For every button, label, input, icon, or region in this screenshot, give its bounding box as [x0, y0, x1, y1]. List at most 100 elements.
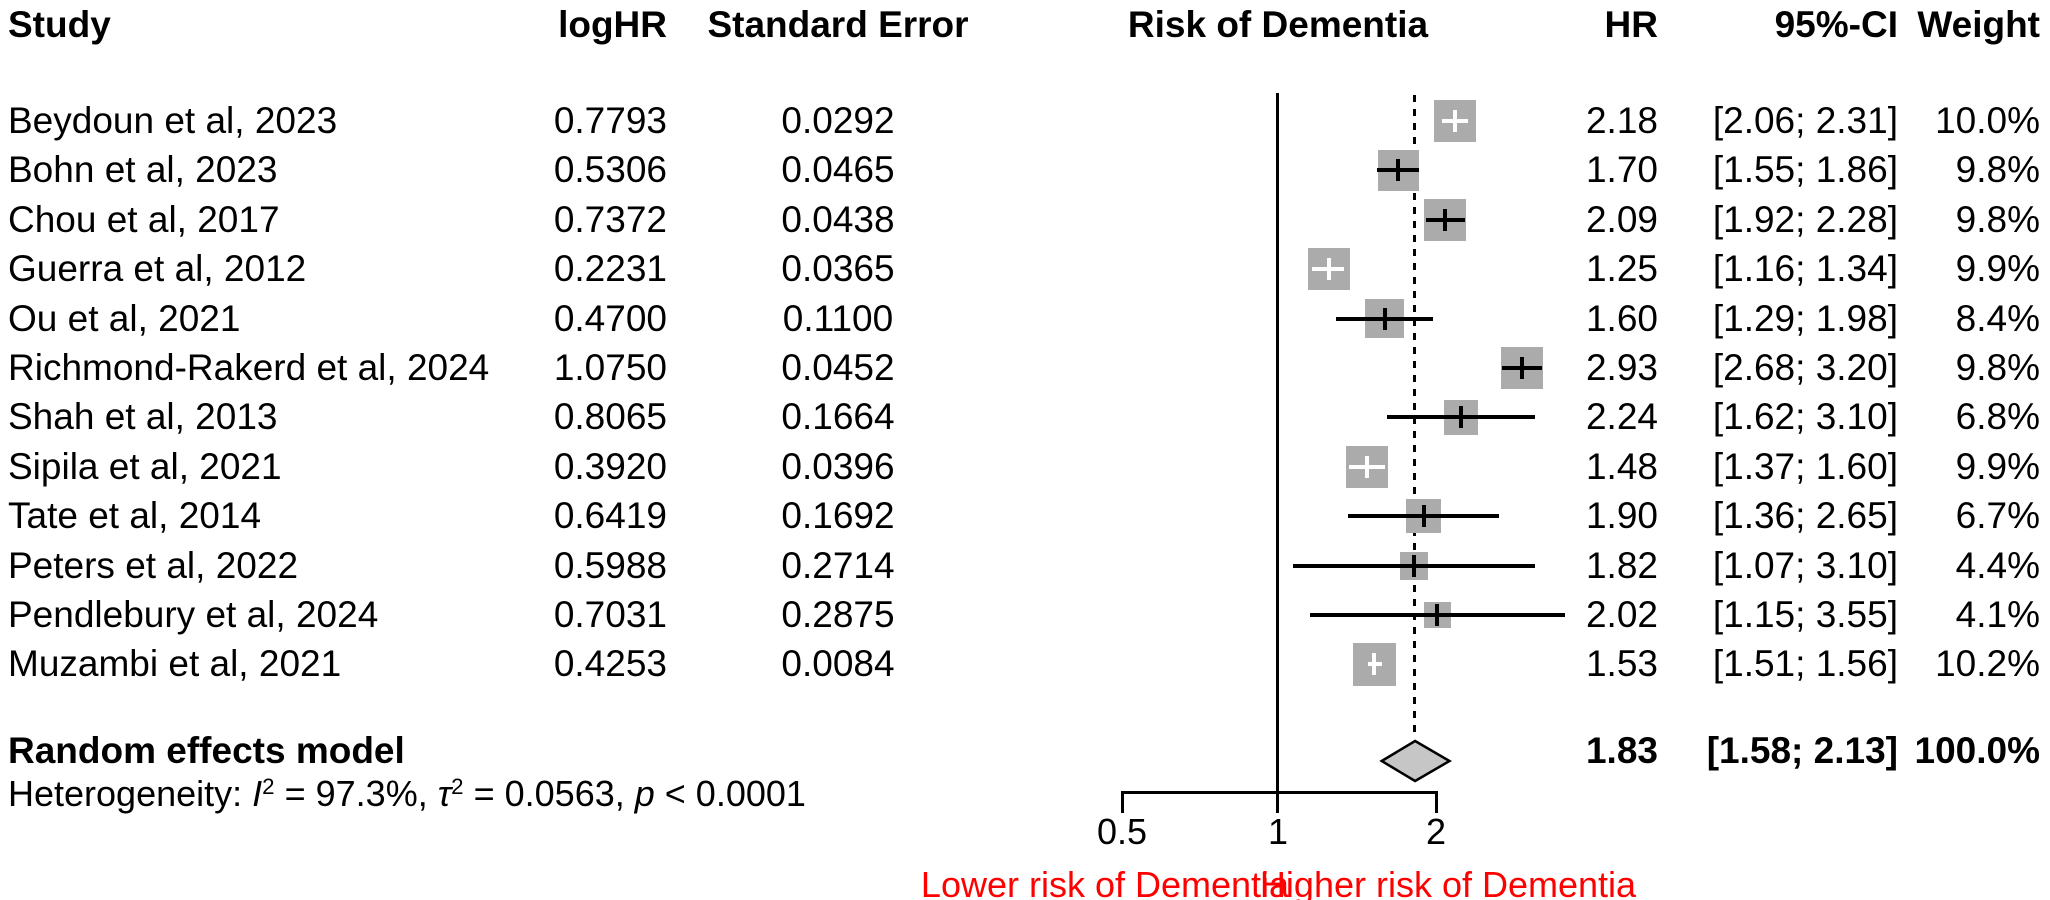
weight-value: 8.4%	[1955, 297, 2040, 339]
loghr-value: 0.2231	[553, 248, 667, 290]
point-estimate-tick	[1458, 406, 1463, 429]
column-header-hr: HR	[1604, 4, 1658, 45]
heterogeneity-segment: p	[634, 773, 655, 814]
loghr-value: 0.8065	[553, 396, 667, 438]
hr-value: 1.82	[1585, 544, 1658, 586]
heterogeneity-segment: 2	[451, 773, 464, 799]
loghr-value: 1.0750	[553, 347, 667, 388]
summary-label: Random effects model	[8, 730, 405, 771]
point-estimate-tick	[1435, 604, 1440, 626]
heterogeneity-segment: 2	[262, 773, 275, 799]
heterogeneity-text: Heterogeneity: I2 = 97.3%, τ2 = 0.0563, …	[8, 773, 806, 814]
x-axis-line	[1121, 791, 1438, 794]
point-estimate-tick	[1519, 357, 1524, 379]
weight-value: 9.9%	[1955, 445, 2040, 487]
ci-value: [1.36; 2.65]	[1712, 495, 1898, 537]
point-estimate-tick	[1382, 307, 1387, 330]
study-name: Beydoun et al, 2023	[8, 100, 338, 141]
x-axis-tick-label-1: 1	[1267, 811, 1289, 852]
study-name: Sipila et al, 2021	[8, 445, 282, 487]
heterogeneity-segment: Heterogeneity:	[8, 773, 253, 814]
se-value: 0.0438	[781, 198, 895, 240]
heterogeneity-segment: = 0.0563,	[463, 773, 635, 814]
hr-value: 2.24	[1585, 396, 1658, 438]
point-estimate-tick	[1411, 554, 1416, 577]
x-axis-tick-05	[1121, 791, 1124, 813]
weight-value: 6.8%	[1955, 396, 2040, 438]
summary-hr-value: 1.83	[1585, 730, 1658, 771]
heterogeneity-segment: I	[252, 773, 263, 814]
se-value: 0.0084	[781, 643, 895, 685]
ci-value: [1.55; 1.86]	[1712, 149, 1898, 191]
point-estimate-tick	[1326, 258, 1331, 281]
se-value: 0.1664	[781, 396, 895, 438]
heterogeeneity-text-container: Heterogeneity: I2 = 97.3%, τ2 = 0.0563, …	[8, 769, 1008, 819]
ci-value: [2.68; 3.20]	[1712, 347, 1898, 388]
hr-value: 2.18	[1585, 100, 1658, 141]
x-axis-tick-1	[1276, 791, 1279, 813]
loghr-value: 0.4700	[553, 297, 667, 339]
hr-value: 2.09	[1585, 198, 1658, 240]
axis-label-lower-risk: Lower risk of Dementia	[920, 864, 1290, 900]
se-value: 0.0452	[781, 347, 895, 388]
loghr-value: 0.3920	[553, 445, 667, 487]
study-name: Bohn et al, 2023	[8, 149, 278, 191]
se-value: 0.0465	[781, 149, 895, 191]
summary-ci-value: [1.58; 2.13]	[1706, 730, 1898, 771]
weight-value: 9.8%	[1955, 149, 2040, 191]
se-value: 0.0365	[781, 248, 895, 290]
hr-value: 1.60	[1585, 297, 1658, 339]
heterogeneity-segment: τ	[437, 773, 452, 814]
hr-value: 1.48	[1585, 445, 1658, 487]
weight-value: 4.1%	[1955, 594, 2040, 635]
loghr-value: 0.4253	[553, 643, 667, 685]
se-value: 0.2714	[781, 544, 895, 586]
point-estimate-tick	[1421, 505, 1426, 528]
weight-value: 10.2%	[1935, 643, 2040, 685]
ci-value: [1.37; 1.60]	[1712, 445, 1898, 487]
study-name: Muzambi et al, 2021	[8, 643, 342, 685]
point-estimate-tick	[1396, 159, 1401, 182]
x-axis-tick-label-05: 0.5	[1096, 811, 1148, 852]
x-axis-tick-label-2: 2	[1425, 811, 1447, 852]
se-value: 0.1692	[781, 495, 895, 537]
se-value: 0.0396	[781, 445, 895, 487]
hr-value: 1.70	[1585, 149, 1658, 191]
hr-value: 2.93	[1585, 347, 1658, 388]
ci-value: [1.51; 1.56]	[1712, 643, 1898, 685]
ci-value: [1.29; 1.98]	[1712, 297, 1898, 339]
point-estimate-tick	[1372, 653, 1377, 676]
ci-value: [1.92; 2.28]	[1712, 198, 1898, 240]
loghr-value: 0.7031	[553, 594, 667, 635]
se-value: 0.2875	[781, 594, 895, 635]
point-estimate-tick	[1452, 110, 1457, 132]
ci-value: [1.16; 1.34]	[1712, 248, 1898, 290]
ci-value: [1.62; 3.10]	[1712, 396, 1898, 438]
column-header-ci: 95%-CI	[1774, 4, 1898, 45]
hr-value: 2.02	[1585, 594, 1658, 635]
hr-value: 1.90	[1585, 495, 1658, 537]
column-header-standard-error: Standard Error	[707, 4, 969, 45]
loghr-value: 0.5306	[553, 149, 667, 191]
heterogeneity-segment: = 97.3%,	[274, 773, 438, 814]
column-header-weight: Weight	[1917, 4, 2040, 45]
ci-value: [1.15; 3.55]	[1712, 594, 1898, 635]
weight-value: 9.8%	[1955, 347, 2040, 388]
loghr-value: 0.7372	[553, 198, 667, 240]
axis-label-higher-risk: Higher risk of Dementia	[1259, 864, 1637, 900]
reference-line-hr-1	[1276, 93, 1279, 793]
weight-value: 9.9%	[1955, 248, 2040, 290]
se-value: 0.0292	[781, 100, 895, 141]
study-name: Chou et al, 2017	[8, 198, 280, 240]
se-value: 0.1100	[782, 297, 894, 339]
hr-value: 1.53	[1585, 643, 1658, 685]
summary-weight-value: 100.0%	[1914, 730, 2041, 771]
ci-value: [2.06; 2.31]	[1712, 100, 1898, 141]
weight-value: 4.4%	[1955, 544, 2040, 586]
weight-value: 10.0%	[1935, 100, 2040, 141]
study-name: Pendlebury et al, 2024	[8, 594, 379, 635]
column-header-risk-of-dementia: Risk of Dementia	[1127, 4, 1429, 45]
ci-value: [1.07; 3.10]	[1712, 544, 1898, 586]
weight-value: 9.8%	[1955, 198, 2040, 240]
